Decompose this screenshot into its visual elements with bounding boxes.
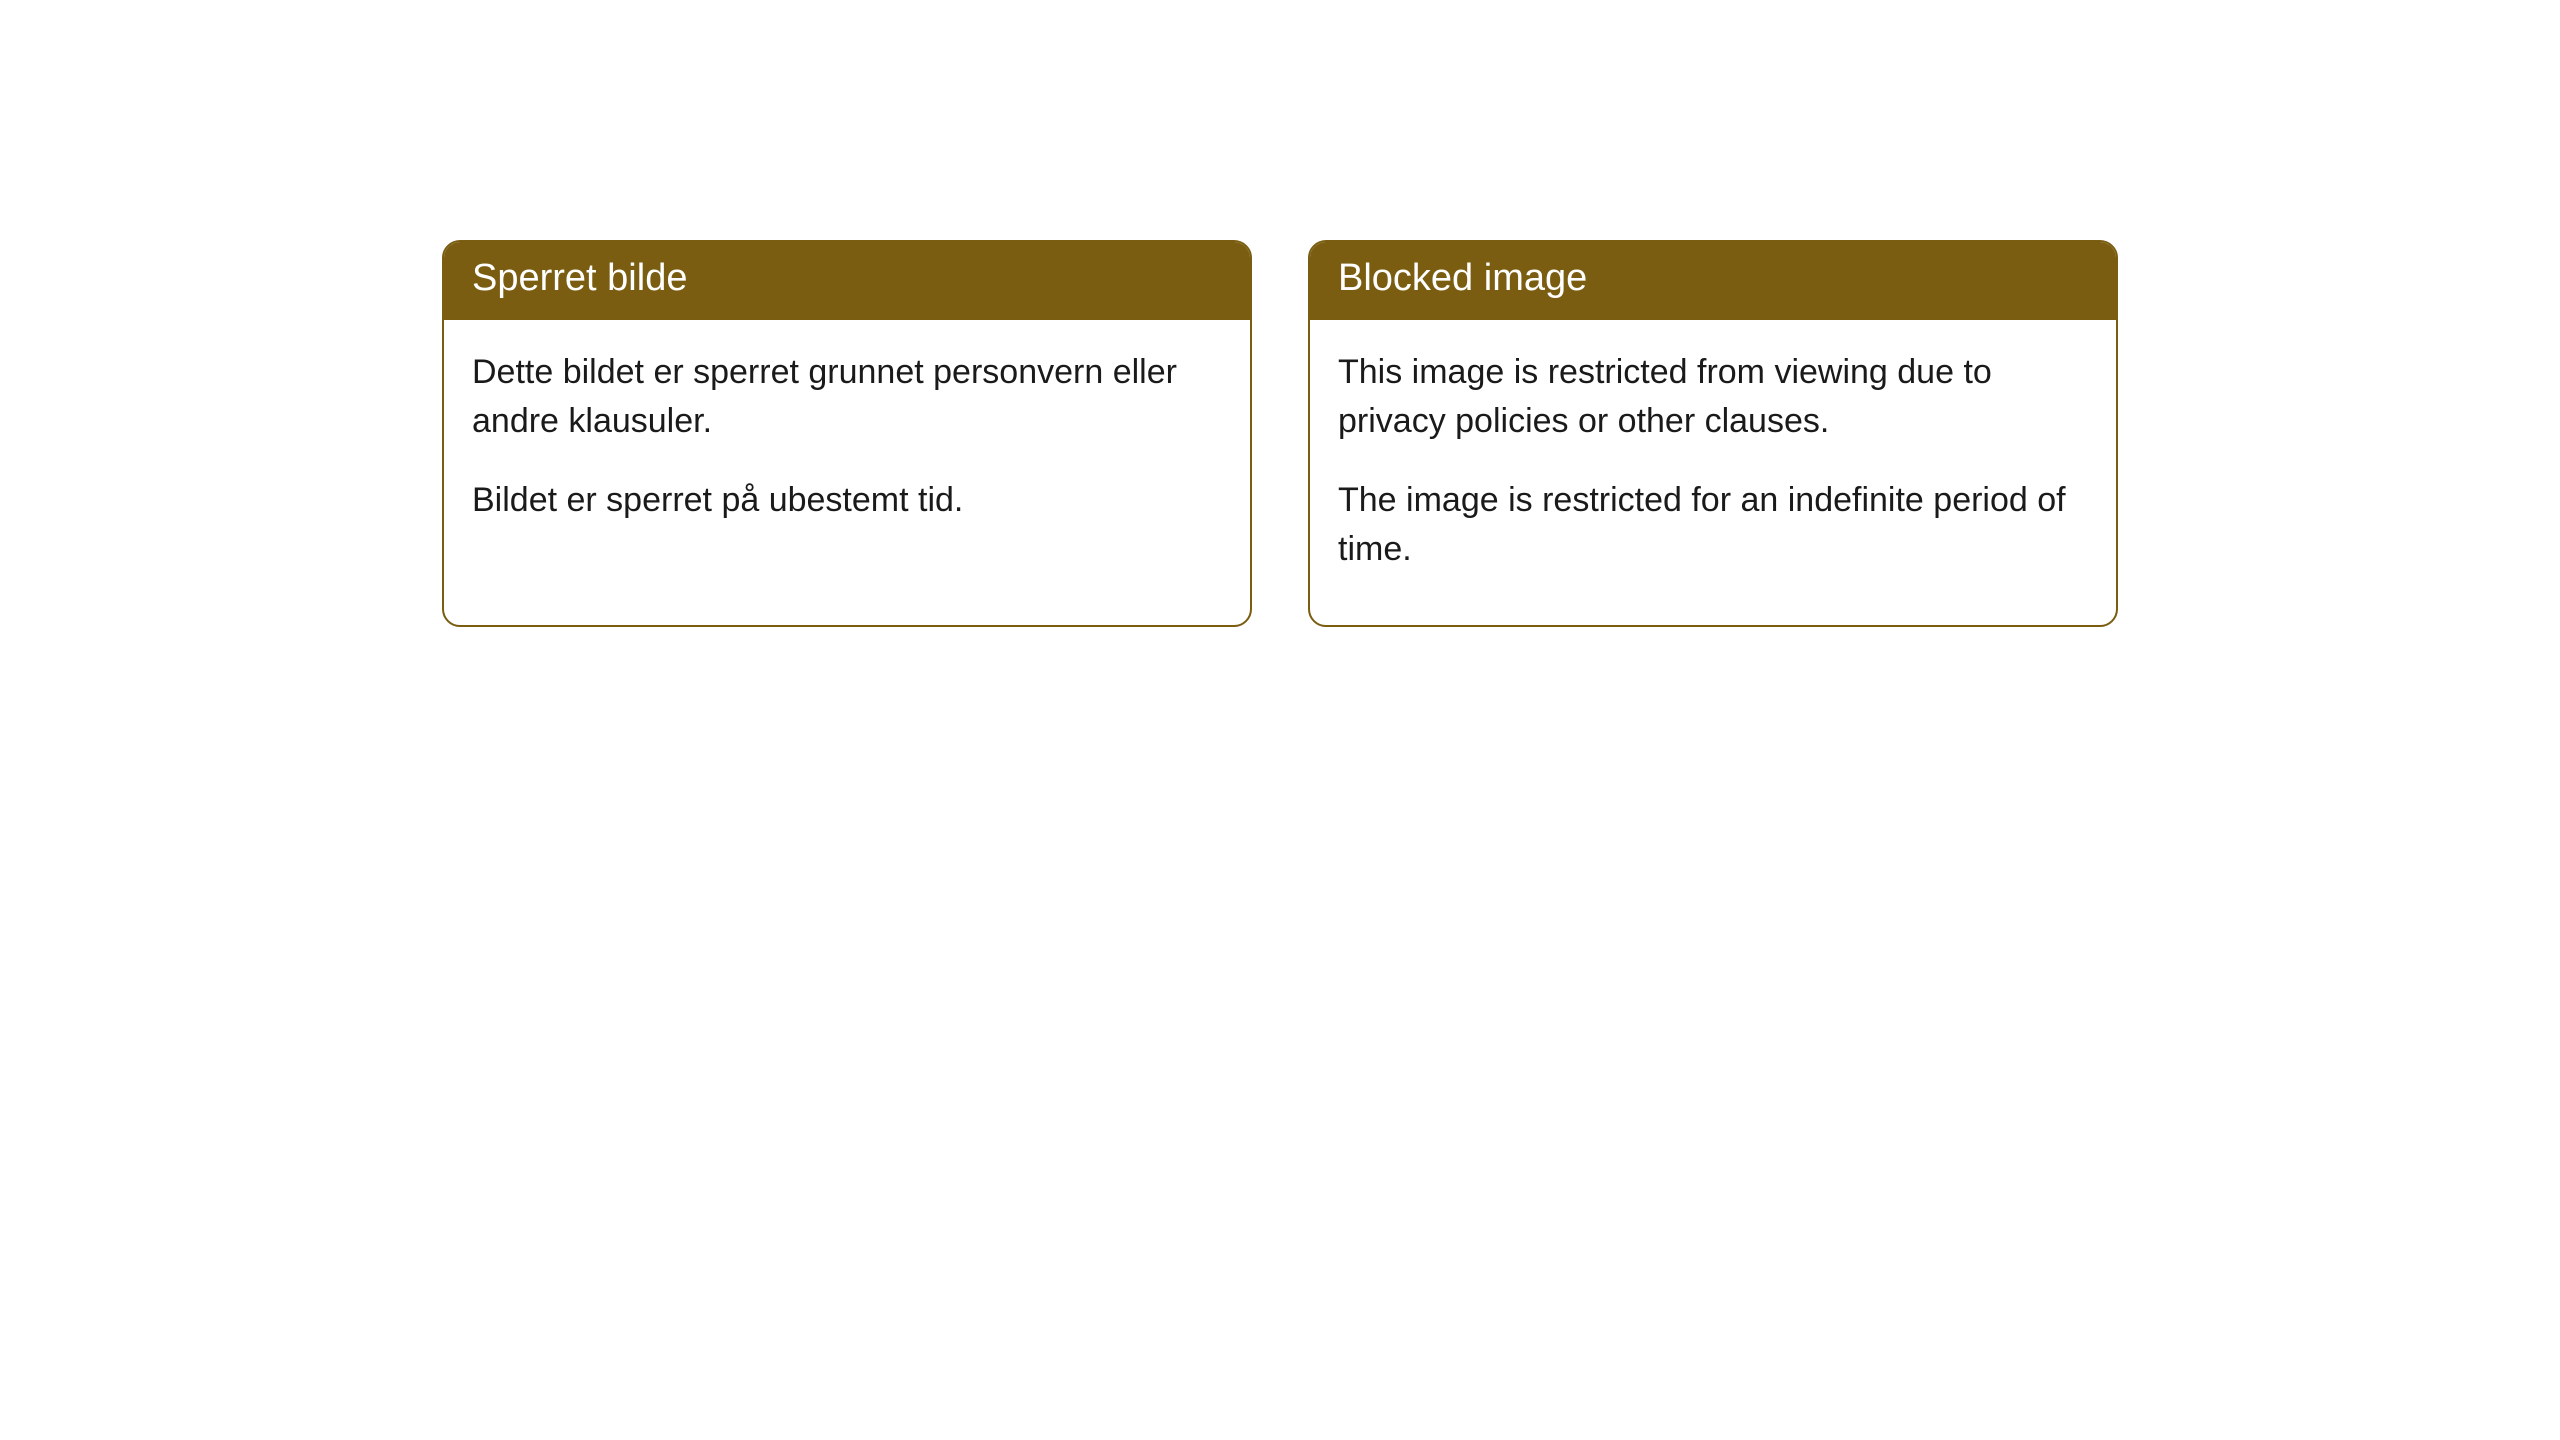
card-header: Blocked image <box>1310 242 2116 320</box>
card-title: Sperret bilde <box>472 257 687 299</box>
notice-container: Sperret bilde Dette bildet er sperret gr… <box>0 240 2560 627</box>
card-body: This image is restricted from viewing du… <box>1310 320 2116 625</box>
notice-card-english: Blocked image This image is restricted f… <box>1308 240 2118 627</box>
card-header: Sperret bilde <box>444 242 1250 320</box>
card-paragraph: The image is restricted for an indefinit… <box>1338 476 2088 575</box>
card-paragraph: Bildet er sperret på ubestemt tid. <box>472 476 1222 525</box>
card-title: Blocked image <box>1338 257 1587 299</box>
card-paragraph: This image is restricted from viewing du… <box>1338 348 2088 447</box>
card-paragraph: Dette bildet er sperret grunnet personve… <box>472 348 1222 447</box>
card-body: Dette bildet er sperret grunnet personve… <box>444 320 1250 576</box>
notice-card-norwegian: Sperret bilde Dette bildet er sperret gr… <box>442 240 1252 627</box>
